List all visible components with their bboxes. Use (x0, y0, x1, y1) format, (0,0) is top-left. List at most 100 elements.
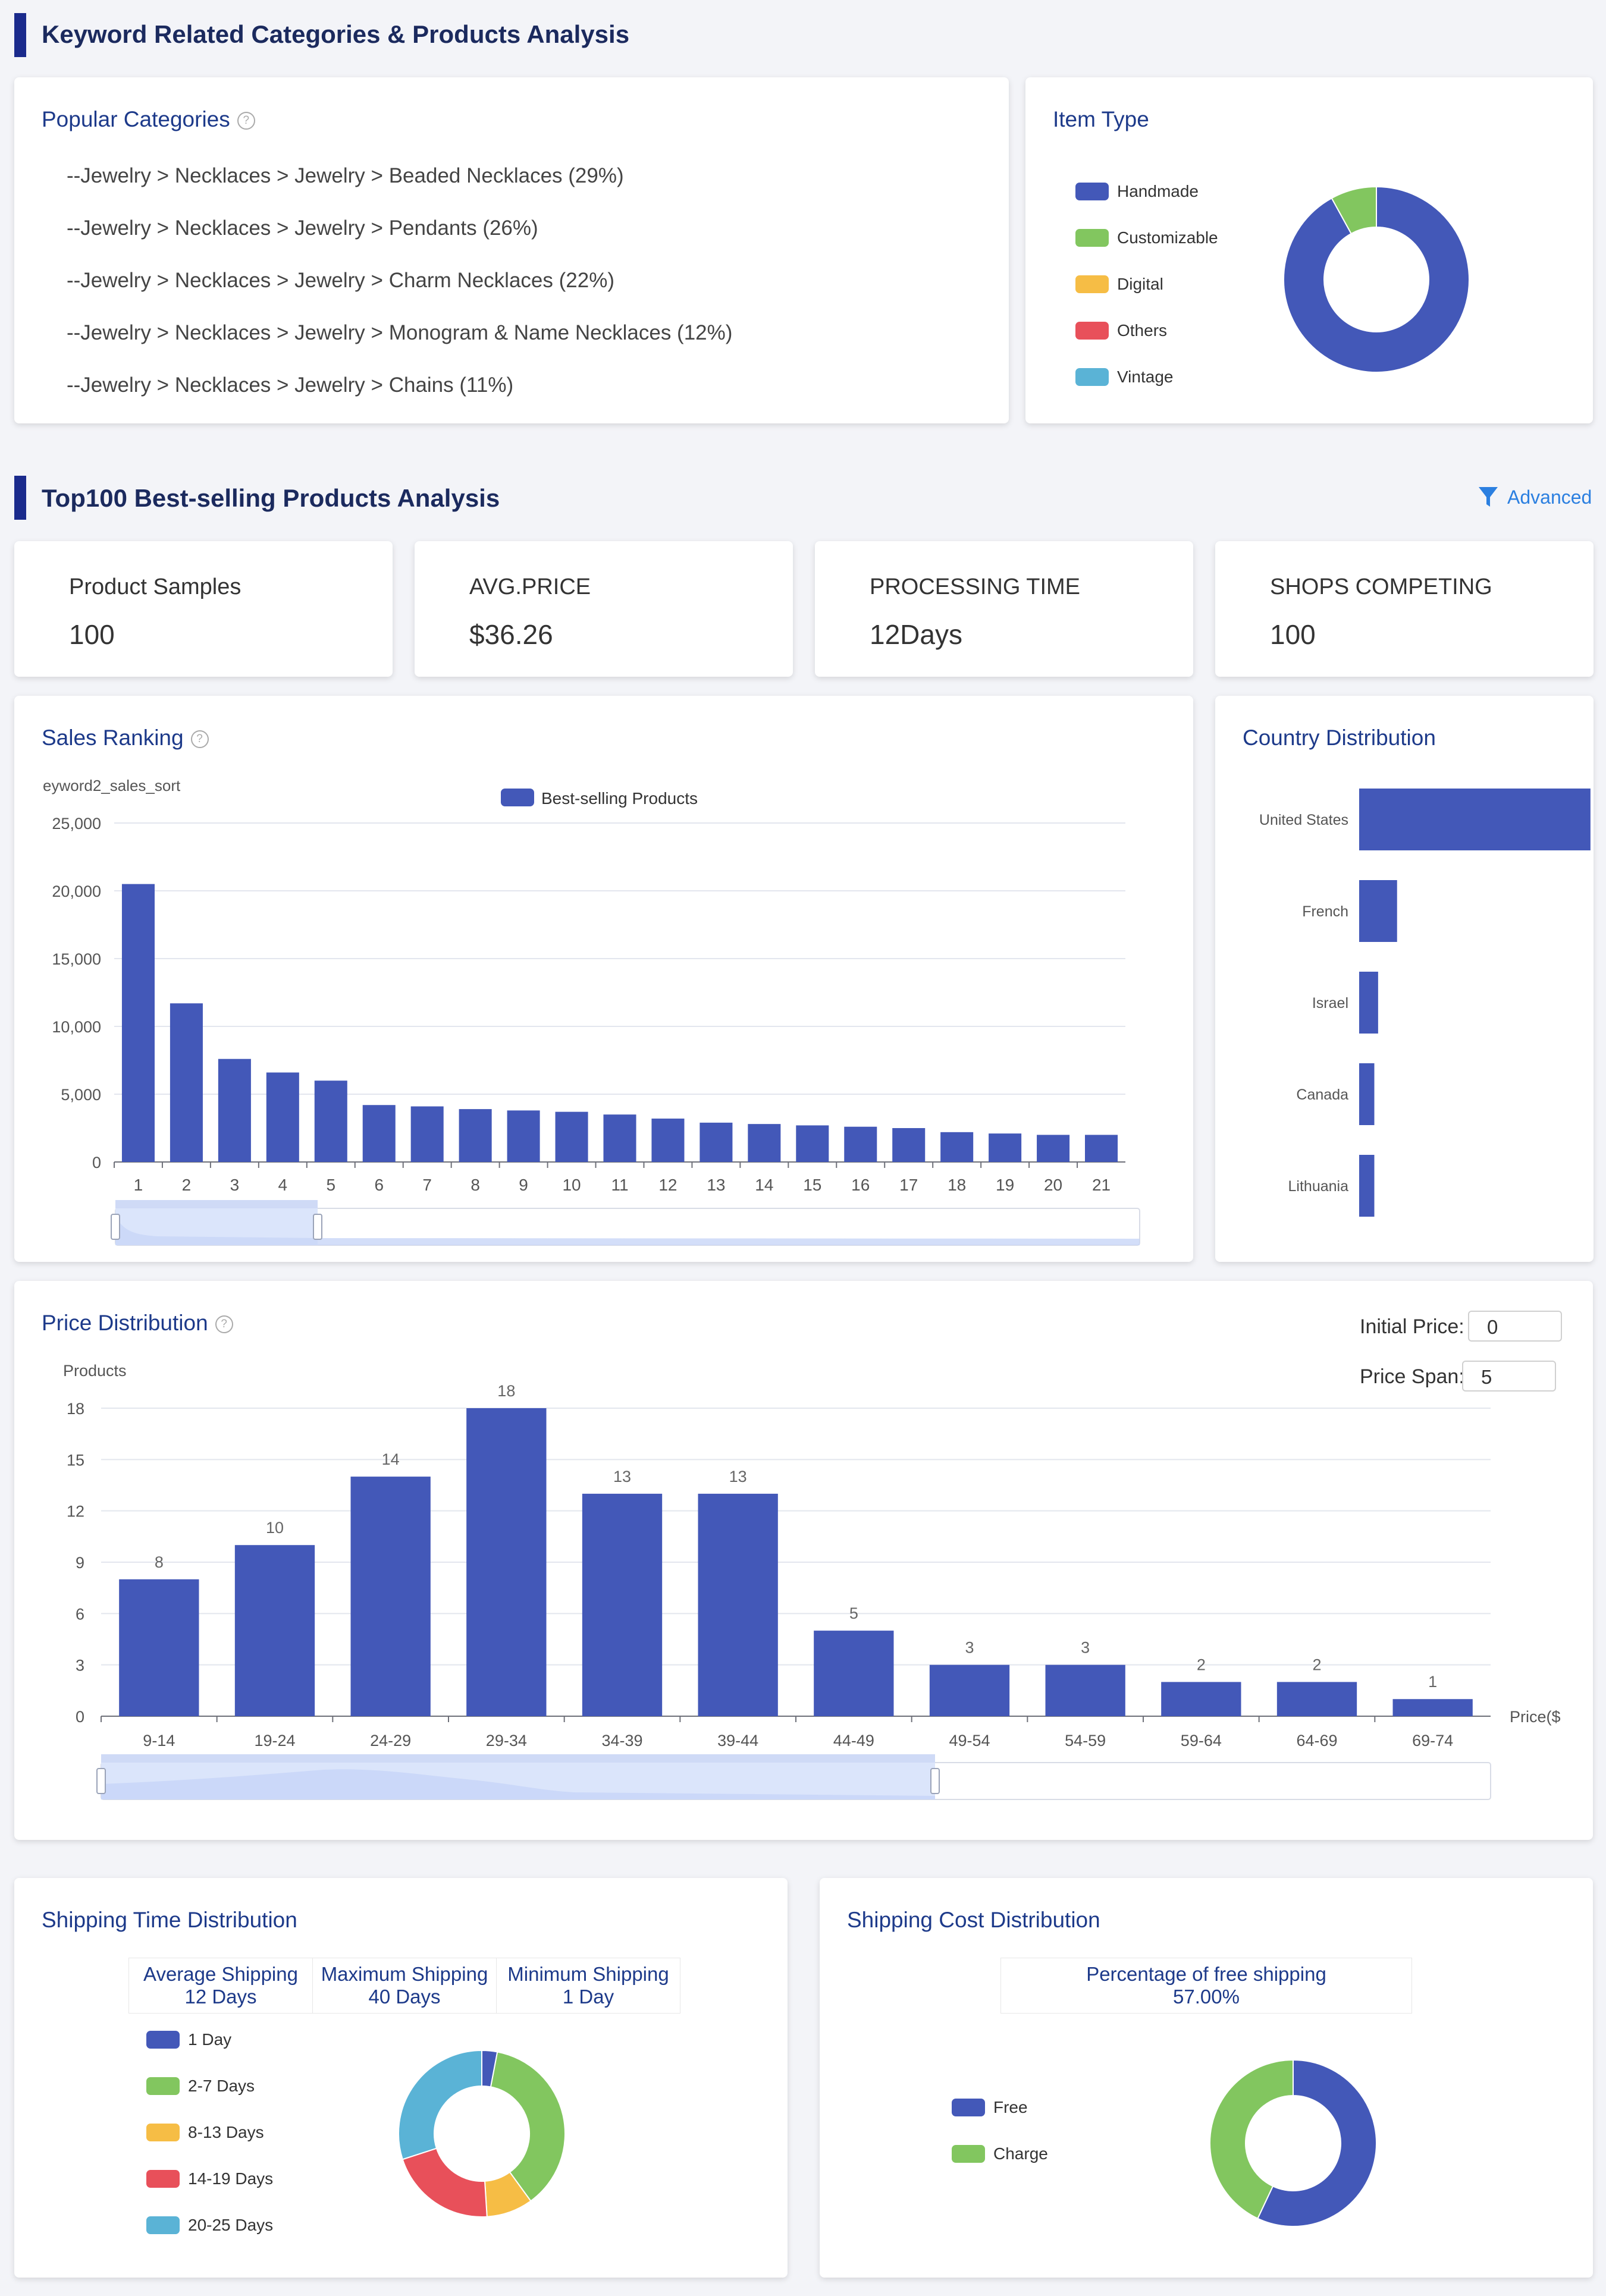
donut-slice-2-7-days[interactable] (490, 2051, 566, 2202)
zoom-handle-left[interactable] (111, 1214, 120, 1240)
zoom-handle-right[interactable] (313, 1214, 322, 1240)
sales-bar[interactable] (603, 1114, 636, 1162)
sales-bar[interactable] (170, 1003, 203, 1162)
donut-slice-customizable[interactable] (1331, 186, 1377, 235)
legend-label: Vintage (1117, 368, 1174, 386)
x-tick-label: 59-64 (1181, 1732, 1222, 1750)
stat-card-product-samples: Product Samples 100 (14, 541, 393, 677)
stat-label: Product Samples (69, 574, 241, 599)
sales-bar[interactable] (555, 1111, 588, 1162)
legend-swatch (1075, 275, 1109, 293)
donut-slice-14-19-days[interactable] (402, 2147, 488, 2218)
help-icon[interactable]: ? (237, 112, 255, 130)
sales-bar[interactable] (1037, 1135, 1070, 1162)
sales-bar[interactable] (362, 1105, 396, 1162)
legend-label: Handmade (1117, 182, 1199, 200)
legend-item-digital[interactable]: Digital (1075, 275, 1163, 294)
sales-bar[interactable] (459, 1109, 492, 1162)
x-tick-labels: 1 2 3 4 5 6 7 8 9 10 11 12 13 14 15 16 17 18 19 20 21 (114, 1162, 1111, 1194)
legend-item[interactable]: 1 Day (146, 2030, 231, 2049)
donut-slice-handmade[interactable] (1283, 186, 1470, 373)
legend-item-customizable[interactable]: Customizable (1075, 228, 1218, 247)
x-tick-label: 4 (278, 1176, 288, 1194)
initial-price-input[interactable]: 0 (1468, 1311, 1562, 1342)
sales-bar[interactable] (121, 884, 155, 1162)
sales-bar[interactable] (1085, 1135, 1118, 1162)
advanced-filter-button[interactable]: Advanced (1478, 485, 1592, 509)
country-bar[interactable] (1359, 1063, 1375, 1125)
y-tick-label: 3 (76, 1657, 84, 1675)
price-bar[interactable] (1276, 1682, 1357, 1716)
sales-bar[interactable] (892, 1128, 926, 1162)
legend-item-charge[interactable]: Charge (952, 2144, 1048, 2163)
zoom-handle-right[interactable] (930, 1768, 940, 1794)
zoom-handle-left[interactable] (96, 1768, 106, 1794)
sales-bar[interactable] (218, 1059, 251, 1162)
price-bar[interactable] (1161, 1682, 1241, 1716)
help-icon[interactable]: ? (190, 730, 209, 749)
sales-bar[interactable] (796, 1125, 829, 1162)
sales-bar[interactable] (748, 1124, 781, 1162)
legend-item-free[interactable]: Free (952, 2098, 1028, 2117)
country-label: United States (1259, 812, 1348, 828)
stat-value: 57.00% (1173, 1986, 1240, 2008)
price-distribution-title: Price Distribution? (42, 1311, 233, 1336)
sales-bar[interactable] (940, 1132, 974, 1162)
legend-item[interactable]: 20-25 Days (146, 2216, 273, 2235)
legend-swatch[interactable] (501, 789, 534, 806)
x-tick-label: 16 (851, 1176, 870, 1194)
country-label: Israel (1312, 995, 1348, 1012)
stat-value: 12 Days (184, 1986, 257, 2008)
x-tick-label: 5 (326, 1176, 335, 1194)
stat-card-shops-competing: SHOPS COMPETING 100 (1215, 541, 1594, 677)
sales-bar[interactable] (266, 1072, 299, 1162)
country-label: Canada (1296, 1086, 1348, 1103)
price-bar[interactable] (929, 1664, 1010, 1716)
price-bar[interactable] (234, 1545, 315, 1716)
x-tick-label: 29-34 (486, 1732, 527, 1750)
country-bar[interactable] (1359, 972, 1378, 1034)
price-bar[interactable] (814, 1631, 894, 1716)
legend-item-vintage[interactable]: Vintage (1075, 368, 1173, 387)
x-tick-label: 10 (562, 1176, 581, 1194)
price-bar[interactable] (350, 1477, 431, 1716)
legend-item[interactable]: 2-7 Days (146, 2077, 255, 2096)
sales-bar[interactable] (507, 1110, 540, 1162)
legend-item[interactable]: 14-19 Days (146, 2169, 273, 2188)
price-span-input[interactable]: 5 (1462, 1361, 1556, 1392)
bars: United States French Israel Canada Lithuania (1259, 789, 1591, 1217)
legend-swatch (146, 2077, 180, 2095)
price-bar[interactable] (1392, 1699, 1473, 1716)
price-bar[interactable] (466, 1408, 547, 1716)
sales-bar[interactable] (314, 1081, 347, 1162)
sales-bar[interactable] (410, 1106, 444, 1162)
legend-item-handmade[interactable]: Handmade (1075, 182, 1199, 201)
donut-slice-free[interactable] (1257, 2059, 1377, 2227)
shipping-cost-donut (1209, 2059, 1377, 2227)
x-tick-label: 34-39 (601, 1732, 642, 1750)
price-bar[interactable] (119, 1579, 199, 1716)
sales-bar[interactable] (651, 1119, 685, 1162)
donut-slice-charge[interactable] (1209, 2059, 1294, 2220)
price-bar[interactable] (582, 1493, 663, 1716)
stat-value: 100 (69, 619, 115, 650)
legend-item-others[interactable]: Others (1075, 321, 1167, 340)
price-bar[interactable] (1045, 1664, 1125, 1716)
price-bar[interactable] (698, 1493, 778, 1716)
legend-label: 8-13 Days (188, 2123, 264, 2141)
y-tick-label: 6 (76, 1605, 84, 1623)
x-tick-label: 14 (755, 1176, 773, 1194)
sales-bar[interactable] (989, 1133, 1022, 1162)
x-tick-label: 9-14 (143, 1732, 175, 1750)
sales-bar[interactable] (844, 1126, 877, 1162)
legend-item[interactable]: 8-13 Days (146, 2123, 264, 2142)
legend-label[interactable]: Best-selling Products (541, 789, 698, 808)
country-bar[interactable] (1359, 880, 1397, 942)
stat-label: Maximum Shipping (321, 1963, 488, 1985)
donut-group (1283, 186, 1470, 373)
country-bar[interactable] (1359, 789, 1591, 850)
donut-slice-20-25-days[interactable] (398, 2049, 482, 2160)
sales-bar[interactable] (700, 1122, 733, 1162)
country-bar[interactable] (1359, 1155, 1375, 1217)
help-icon[interactable]: ? (215, 1315, 233, 1334)
